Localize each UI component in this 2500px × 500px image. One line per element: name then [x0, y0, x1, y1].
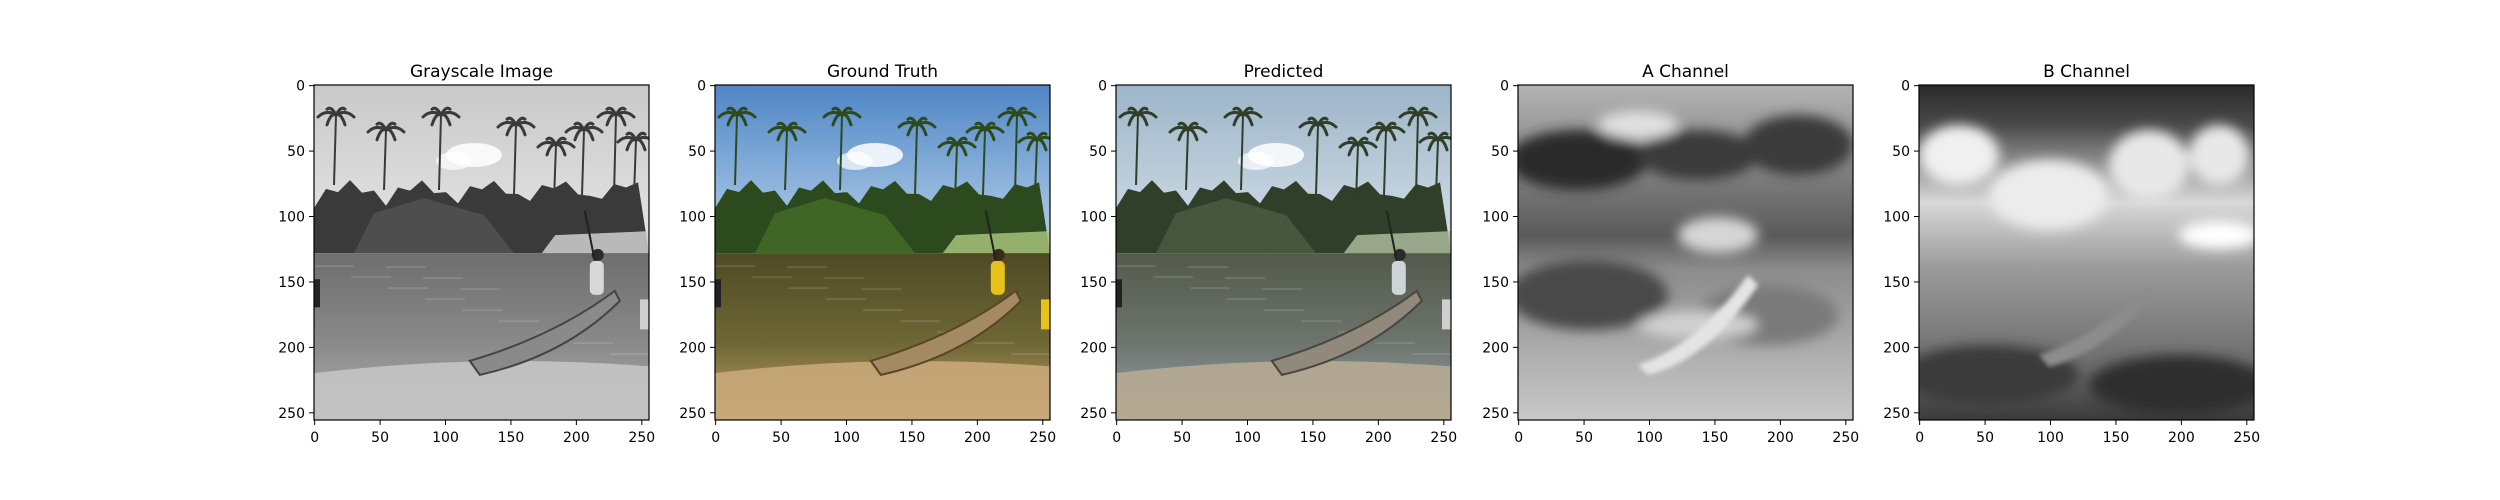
y-tick-label: 0 [1098, 79, 1107, 95]
x-tick-label: 150 [899, 430, 926, 446]
y-tick-label: 200 [1883, 340, 1910, 356]
image-area [1919, 85, 2254, 420]
x-tick-label: 50 [772, 430, 790, 446]
canoe [1270, 289, 1424, 377]
x-tick-label: 250 [1029, 430, 1056, 446]
y-tick-label: 150 [1482, 275, 1509, 291]
y-tick-label: 250 [1883, 406, 1910, 422]
x-tick-label: 250 [1430, 430, 1457, 446]
y-tick-label: 0 [697, 79, 706, 95]
axes-frame [1115, 84, 1452, 421]
y-tick-label: 250 [1482, 406, 1509, 422]
x-tick-label: 150 [2103, 430, 2130, 446]
y-tick-label: 200 [679, 340, 706, 356]
y-tick-label: 150 [1883, 275, 1910, 291]
y-tick-label: 50 [287, 144, 305, 160]
panel-title: Grayscale Image [410, 62, 553, 82]
panel-title: Predicted [1244, 62, 1324, 82]
x-tick-label: 100 [1234, 430, 1261, 446]
x-tick-label: 100 [1636, 430, 1663, 446]
panel-title: B Channel [2043, 62, 2130, 82]
person [990, 260, 1005, 295]
image-area [314, 85, 649, 420]
y-tick-label: 200 [278, 340, 305, 356]
panel-3: Predicted 0 50 100 150 200 250 0 50 100 150 200 250 [1080, 62, 1457, 446]
image-area [715, 85, 1050, 420]
y-tick-label: 150 [278, 275, 305, 291]
x-tick-label: 200 [964, 430, 991, 446]
panel-2: Ground Truth 0 50 100 150 200 250 0 50 100 150 200 2… [679, 62, 1056, 446]
person [1391, 260, 1406, 295]
x-tick-label: 200 [563, 430, 590, 446]
x-tick-label: 200 [1365, 430, 1392, 446]
x-tick-label: 0 [1915, 430, 1924, 446]
x-tick-label: 250 [628, 430, 655, 446]
canoe [869, 289, 1023, 377]
x-tick-label: 50 [1173, 430, 1191, 446]
y-tick-label: 50 [1089, 144, 1107, 160]
y-tick-label: 50 [1892, 144, 1910, 160]
x-tick-label: 0 [1112, 430, 1121, 446]
x-tick-label: 200 [1767, 430, 1794, 446]
image-area [1116, 85, 1451, 420]
x-tick-label: 100 [833, 430, 860, 446]
x-tick-label: 0 [310, 430, 319, 446]
y-tick-label: 100 [1883, 210, 1910, 226]
x-tick-label: 200 [2168, 430, 2195, 446]
x-tick-label: 250 [1832, 430, 1859, 446]
x-tick-label: 150 [498, 430, 525, 446]
x-tick-label: 0 [711, 430, 720, 446]
x-tick-label: 150 [1702, 430, 1729, 446]
y-tick-label: 150 [1080, 275, 1107, 291]
y-tick-label: 0 [296, 79, 305, 95]
y-tick-label: 200 [1080, 340, 1107, 356]
image-area [1518, 85, 1853, 420]
y-tick-label: 250 [1080, 406, 1107, 422]
y-tick-label: 0 [1500, 79, 1509, 95]
panel-title: Ground Truth [827, 62, 938, 82]
x-tick-label: 50 [1575, 430, 1593, 446]
x-tick-label: 250 [2233, 430, 2260, 446]
y-tick-label: 100 [1482, 210, 1509, 226]
axes-frame [1517, 84, 1854, 421]
y-tick-label: 250 [278, 406, 305, 422]
x-tick-label: 150 [1300, 430, 1327, 446]
panel-5: B Channel 0 50 100 150 200 250 0 50 100 150 200 250 [1883, 62, 2260, 446]
y-tick-label: 50 [1491, 144, 1509, 160]
y-tick-label: 200 [1482, 340, 1509, 356]
x-tick-label: 50 [371, 430, 389, 446]
y-tick-label: 100 [679, 210, 706, 226]
tree-line [715, 106, 1050, 254]
panel-title: A Channel [1642, 62, 1729, 82]
x-tick-label: 100 [2037, 430, 2064, 446]
y-tick-label: 0 [1901, 79, 1910, 95]
canoe [468, 289, 622, 377]
x-tick-label: 0 [1514, 430, 1523, 446]
person [589, 260, 604, 295]
y-tick-label: 150 [679, 275, 706, 291]
y-tick-label: 100 [1080, 210, 1107, 226]
axes-frame [1918, 84, 2255, 421]
axes-frame [714, 84, 1051, 421]
y-tick-label: 250 [679, 406, 706, 422]
x-tick-label: 100 [432, 430, 459, 446]
axes-frame [313, 84, 650, 421]
x-tick-label: 50 [1976, 430, 1994, 446]
y-tick-label: 50 [688, 144, 706, 160]
y-tick-label: 100 [278, 210, 305, 226]
panel-1: Grayscale Image 0 50 100 150 200 250 0 50 100 150 2… [278, 62, 655, 446]
panel-4: A Channel 0 50 100 150 200 250 0 50 100 150 200 250 [1482, 62, 1859, 446]
